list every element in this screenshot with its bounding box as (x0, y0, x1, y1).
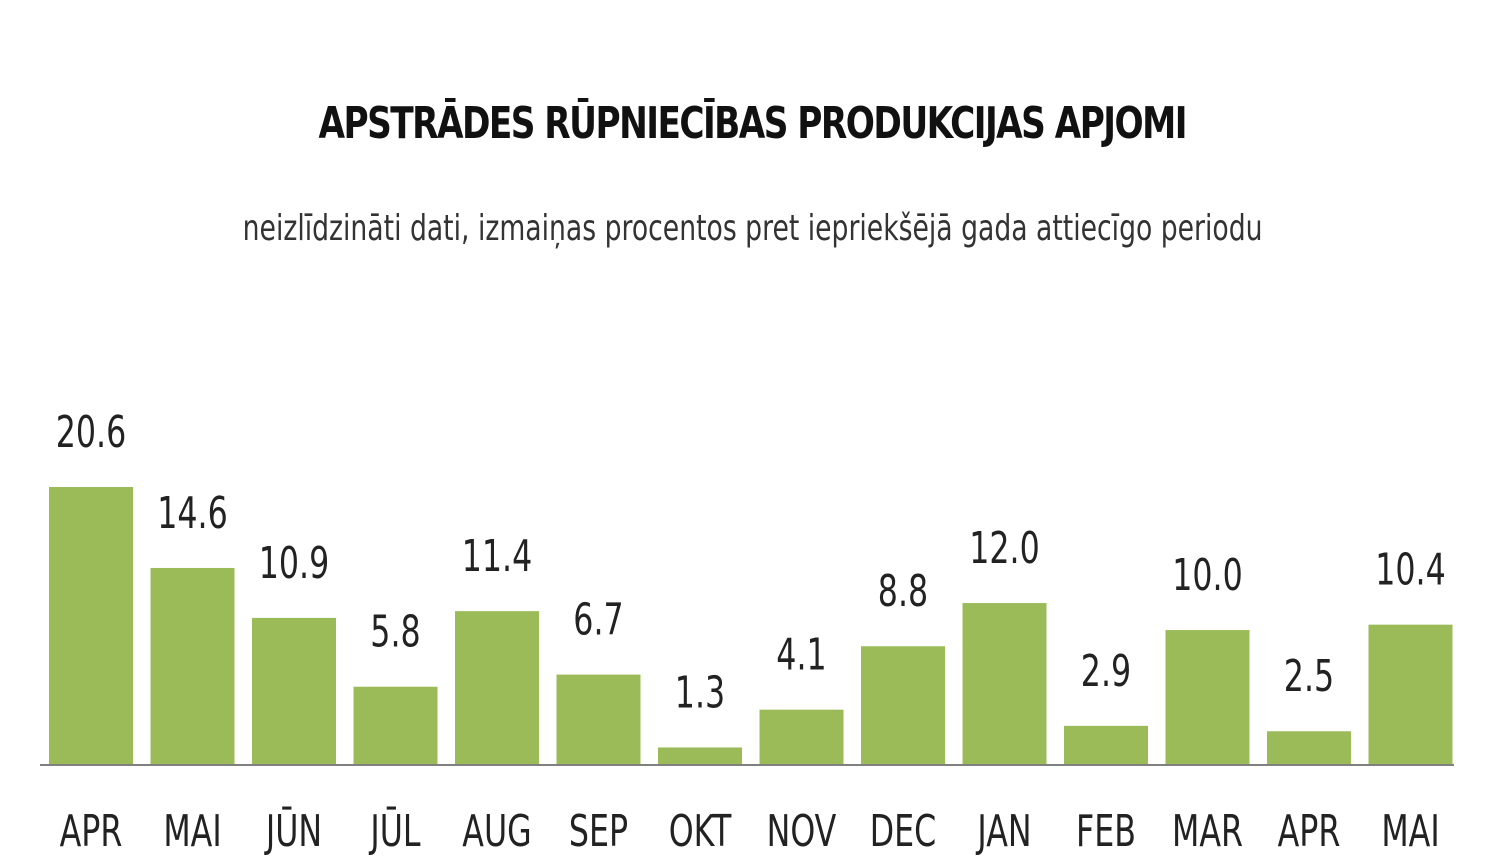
category-label: MAI (1381, 806, 1439, 858)
bar-okt-6 (658, 747, 742, 765)
category-label: JŪN (264, 806, 322, 858)
value-label: 4.1 (776, 630, 826, 682)
category-label: OKT (669, 806, 732, 858)
category-label: JŪL (369, 806, 421, 858)
category-label: NOV (767, 806, 837, 858)
value-label: 2.5 (1284, 651, 1334, 703)
category-label: APR (60, 806, 123, 858)
bar-feb-10 (1064, 725, 1148, 765)
chart-title: APSTRĀDES RŪPNIECĪBAS PRODUKCIJAS APJOMI (318, 98, 1187, 149)
bar-sep-5 (556, 674, 641, 765)
value-label: 20.6 (56, 407, 127, 459)
chart-subtitle: neizlīdzināti dati, izmaiņas procentos p… (242, 208, 1263, 249)
bar-jūl-3 (353, 686, 438, 765)
category-label: APR (1278, 806, 1341, 858)
value-label: 11.4 (462, 531, 533, 583)
value-label: 1.3 (675, 667, 725, 719)
bar-dec-8 (861, 646, 945, 765)
category-label: JAN (976, 806, 1032, 858)
bar-jūn-2 (252, 617, 336, 765)
bar-aug-4 (455, 611, 539, 765)
category-label: SEP (569, 806, 628, 858)
bar-nov-7 (759, 709, 844, 765)
bar-jan-9 (962, 603, 1047, 765)
category-label: MAR (1172, 806, 1243, 858)
category-label: FEB (1076, 806, 1136, 858)
bar-mai-13 (1368, 624, 1453, 765)
value-label: 10.0 (1172, 550, 1243, 602)
bar-mai-1 (150, 567, 235, 765)
value-label: 14.6 (157, 488, 228, 540)
value-label: 5.8 (370, 607, 420, 659)
category-label: AUG (462, 806, 531, 858)
bar-apr-0 (49, 487, 133, 765)
value-label: 8.8 (878, 566, 928, 618)
bar-mar-11 (1165, 630, 1250, 765)
value-label: 10.9 (259, 538, 330, 590)
value-label: 2.9 (1081, 646, 1131, 698)
category-label: DEC (870, 806, 937, 858)
value-label: 12.0 (969, 523, 1040, 575)
value-label: 10.4 (1375, 544, 1446, 596)
category-label: MAI (163, 806, 221, 858)
bar-apr-12 (1267, 731, 1351, 765)
value-label: 6.7 (573, 594, 623, 646)
